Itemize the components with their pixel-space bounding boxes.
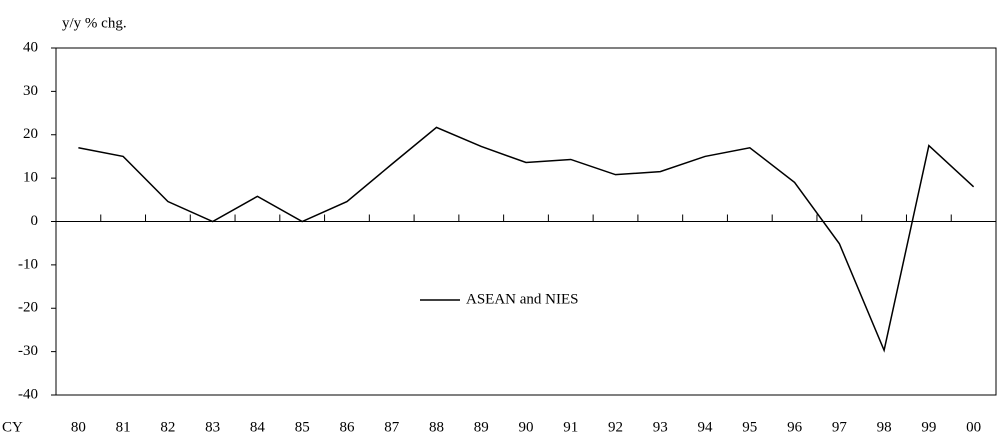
y-tick-label: 10 bbox=[23, 170, 38, 186]
x-tick-label: 97 bbox=[832, 419, 848, 435]
x-tick-label: 90 bbox=[519, 419, 534, 435]
y-tick-label: 30 bbox=[23, 83, 38, 99]
x-tick-label: 94 bbox=[698, 419, 714, 435]
x-tick-label: 80 bbox=[71, 419, 86, 435]
x-tick-label: 87 bbox=[384, 419, 400, 435]
x-tick-label: 89 bbox=[474, 419, 489, 435]
x-tick-label: 82 bbox=[160, 419, 175, 435]
x-tick-label: 96 bbox=[787, 419, 803, 435]
y-tick-label: 40 bbox=[23, 39, 38, 55]
x-tick-label: 86 bbox=[339, 419, 355, 435]
x-tick-label: 00 bbox=[966, 419, 981, 435]
y-tick-label: -20 bbox=[18, 300, 38, 316]
x-tick-label: 81 bbox=[116, 419, 131, 435]
y-axis-label: y/y % chg. bbox=[62, 15, 127, 31]
y-tick-label: -30 bbox=[18, 343, 38, 359]
x-tick-label: 85 bbox=[295, 419, 310, 435]
x-tick-label: 95 bbox=[742, 419, 757, 435]
x-tick-label: 91 bbox=[563, 419, 578, 435]
x-tick-label: 88 bbox=[429, 419, 444, 435]
x-tick-label: 92 bbox=[608, 419, 623, 435]
x-tick-label: 93 bbox=[653, 419, 668, 435]
x-tick-label: 99 bbox=[921, 419, 936, 435]
y-tick-label: -40 bbox=[18, 386, 38, 402]
y-tick-label: -10 bbox=[18, 256, 38, 272]
series-line bbox=[78, 126, 975, 353]
x-axis-label: CY bbox=[2, 419, 23, 435]
legend-label: ASEAN and NIES bbox=[466, 291, 579, 307]
y-tick-label: 0 bbox=[31, 213, 39, 229]
x-tick-label: 98 bbox=[877, 419, 892, 435]
x-tick-label: 83 bbox=[205, 419, 220, 435]
y-tick-label: 20 bbox=[23, 126, 38, 142]
x-tick-label: 84 bbox=[250, 419, 266, 435]
